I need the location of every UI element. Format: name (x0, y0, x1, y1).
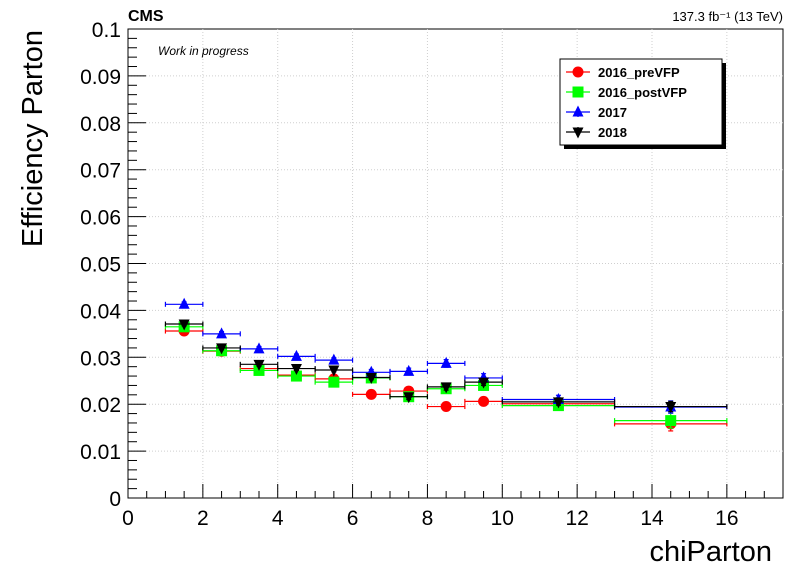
x-tick-label: 2 (197, 507, 209, 530)
legend-label: 2017 (598, 105, 627, 120)
legend: 2016_preVFP 2016_postVFP 2017 2018 (559, 58, 726, 149)
legend-marker (572, 127, 584, 139)
x-tick-label: 6 (347, 507, 359, 530)
data-point (290, 364, 302, 376)
y-tick-label: 0.08 (80, 113, 121, 136)
data-point (178, 297, 190, 309)
legend-marker (572, 105, 584, 117)
data-point (365, 372, 377, 384)
data-point (328, 376, 340, 388)
x-tick-label: 0 (122, 507, 134, 530)
data-point (253, 342, 265, 354)
data-point (290, 370, 302, 382)
x-tick-label: 10 (491, 507, 514, 530)
y-tick-label: 0.1 (92, 19, 121, 42)
data-point (440, 382, 452, 394)
y-tick-label: 0.02 (80, 394, 121, 417)
y-tick-label: 0.01 (80, 441, 121, 464)
grid (128, 29, 783, 498)
data-point (290, 349, 302, 361)
data-point (478, 395, 490, 407)
data-point (216, 327, 228, 339)
y-tick-label: 0.07 (80, 160, 121, 183)
y-tick-label: 0.04 (80, 300, 121, 323)
legend-label: 2016_preVFP (598, 65, 680, 80)
work-in-progress-label: Work in progress (158, 44, 249, 58)
data-point (403, 392, 415, 404)
x-tick-label: 16 (715, 507, 738, 530)
y-tick-label: 0.03 (80, 347, 121, 370)
x-tick-label: 12 (565, 507, 588, 530)
legend-label: 2018 (598, 125, 627, 140)
data-point (328, 353, 340, 365)
data-series (164, 297, 728, 432)
data-point (478, 377, 490, 389)
legend-marker (572, 86, 584, 98)
y-axis-label: Efficiency Parton (17, 30, 49, 247)
x-tick-label: 8 (422, 507, 434, 530)
x-tick-label: 14 (640, 507, 664, 530)
y-tick-label: 0.05 (80, 254, 121, 277)
legend-marker (572, 66, 584, 78)
data-point (328, 365, 340, 377)
data-point (253, 359, 265, 371)
data-point (552, 397, 564, 409)
y-tick-label: 0 (109, 488, 121, 511)
data-point (440, 401, 452, 413)
y-tick-label: 0.09 (80, 66, 121, 89)
axis-ticks: 0 2 4 6 8 10 12 14 16 0 0.01 0.02 0.03 0.04 0.05 0.06 0.… (80, 19, 784, 530)
data-point (440, 356, 452, 368)
data-point (216, 343, 228, 355)
cms-label: CMS (128, 8, 164, 25)
data-point (365, 388, 377, 400)
x-tick-label: 4 (272, 507, 284, 530)
series-2018 (164, 319, 728, 414)
data-point (403, 364, 415, 376)
x-axis-label: chiParton (649, 536, 772, 568)
data-point (178, 319, 190, 331)
data-point (665, 402, 677, 414)
y-tick-label: 0.06 (80, 207, 121, 230)
legend-label: 2016_postVFP (598, 85, 687, 100)
luminosity-label: 137.3 fb⁻¹ (13 TeV) (672, 9, 783, 24)
data-point (665, 415, 677, 427)
